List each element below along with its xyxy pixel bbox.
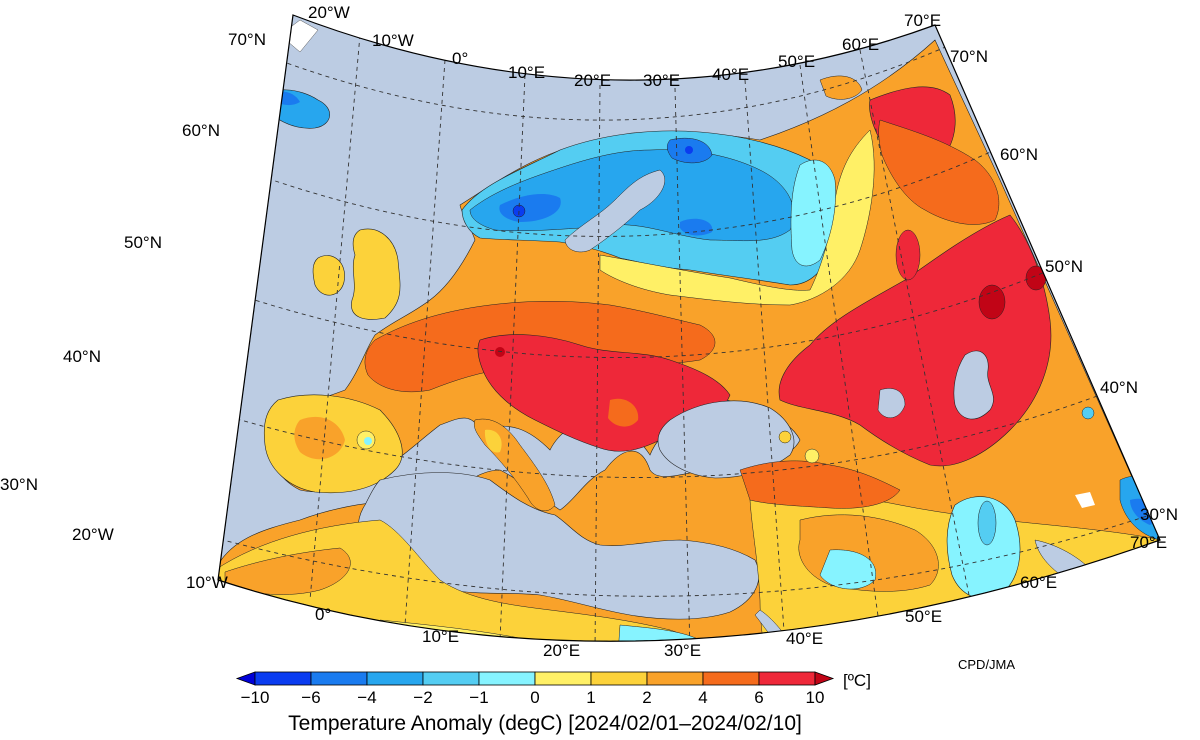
- map-frame: [217, 14, 1161, 642]
- lat-label: 70°N: [228, 30, 266, 49]
- caspian-sea: [953, 350, 994, 420]
- lat-label: 60°N: [1000, 145, 1038, 164]
- lon-label: 10°E: [508, 63, 545, 82]
- colorbar-tick-label: 1: [586, 688, 595, 707]
- lon-label: 10°E: [422, 627, 459, 646]
- unit-label: [ºC]: [843, 671, 871, 690]
- lon-label: 60°E: [842, 35, 879, 54]
- lon-label: 40°E: [712, 65, 749, 84]
- colorbar-tick-label: 0: [530, 688, 539, 707]
- colorbar-swatch: [254, 671, 312, 686]
- lon-label: 20°W: [72, 525, 114, 544]
- colorbar-swatch: [422, 671, 480, 686]
- lon-label: 30°E: [664, 641, 701, 660]
- lat-label: 40°N: [63, 347, 101, 366]
- colorbar-swatch: [310, 671, 368, 686]
- colorbar-swatch: [478, 671, 536, 686]
- colorbar-tick-label: 4: [698, 688, 707, 707]
- lat-label: 50°N: [124, 233, 162, 252]
- colorbar-swatch: [646, 671, 704, 686]
- credit-label: CPD/JMA: [958, 657, 1015, 672]
- lon-label: 20°W: [308, 3, 350, 22]
- colorbar-tick-label: 6: [754, 688, 763, 707]
- lon-label: 50°E: [905, 607, 942, 626]
- lon-label: 30°E: [643, 71, 680, 90]
- lat-label: 70°N: [950, 47, 988, 66]
- colorbar-tick-label: −4: [357, 688, 376, 707]
- colorbar-swatch: [590, 671, 648, 686]
- colorbar: −10 −6 −4 −2 −1 0 1 2 4 6 10: [235, 671, 835, 707]
- british-isles-land: [351, 228, 401, 320]
- colorbar-swatch: [534, 671, 592, 686]
- colorbar-tick-label: 10: [806, 688, 825, 707]
- lon-labels-bottom: 20°W 10°W 0° 10°E 20°E 30°E 40°E 50°E 60…: [72, 525, 1167, 660]
- colorbar-tick-label: −1: [469, 688, 488, 707]
- lon-labels-top: 20°W 10°W 0° 10°E 20°E 30°E 40°E 50°E 60…: [308, 3, 941, 90]
- colorbar-arrow-low: [235, 671, 256, 686]
- lon-label: 0°: [452, 49, 468, 68]
- colorbar-tick-label: −2: [413, 688, 432, 707]
- lat-label: 30°N: [1140, 505, 1178, 524]
- colorbar-swatch: [366, 671, 424, 686]
- colorbar-tick-label: −6: [301, 688, 320, 707]
- lat-label: 40°N: [1100, 378, 1138, 397]
- map-title: Temperature Anomaly (degC) [2024/02/01–2…: [288, 712, 802, 735]
- lon-label: 0°: [315, 605, 331, 624]
- colorbar-tick-label: −10: [241, 688, 270, 707]
- lon-label: 70°E: [904, 11, 941, 30]
- lon-label: 40°E: [786, 629, 823, 648]
- lon-label: 50°E: [778, 52, 815, 71]
- lat-labels-left: 70°N 60°N 50°N 40°N 30°N: [0, 30, 266, 494]
- lat-label: 60°N: [182, 121, 220, 140]
- lat-label: 50°N: [1045, 257, 1083, 276]
- colorbar-swatch: [758, 671, 816, 686]
- colorbar-arrow-high: [814, 671, 835, 686]
- lon-label: 20°E: [543, 641, 580, 660]
- lon-label: 60°E: [1020, 573, 1057, 592]
- lon-label: 20°E: [574, 71, 611, 90]
- lat-labels-right: 70°N 60°N 50°N 40°N 30°N: [950, 47, 1178, 524]
- lon-label: 10°W: [186, 573, 228, 592]
- lat-label: 30°N: [0, 475, 38, 494]
- colorbar-swatch: [702, 671, 760, 686]
- colorbar-tick-label: 2: [642, 688, 651, 707]
- lon-label: 70°E: [1130, 533, 1167, 552]
- lon-label: 10°W: [372, 31, 414, 50]
